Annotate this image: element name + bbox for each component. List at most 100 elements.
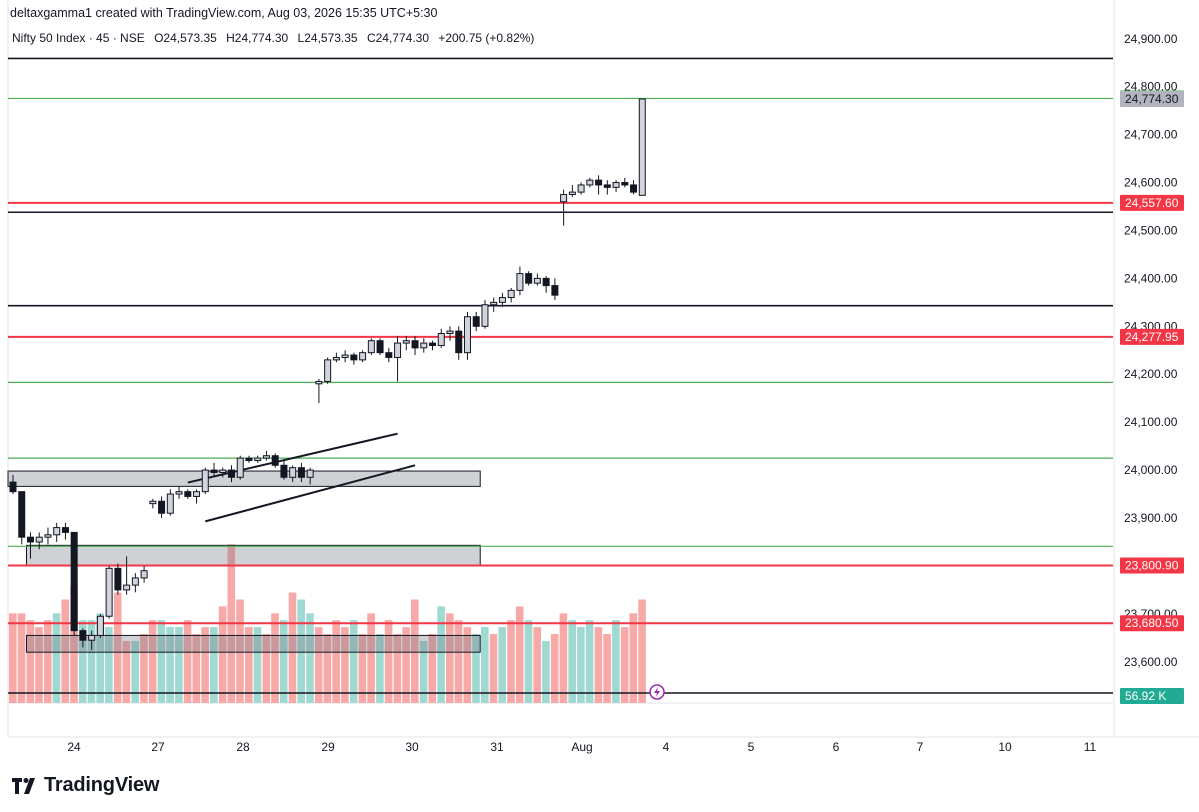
candle-body[interactable]: [175, 491, 183, 495]
candle-body[interactable]: [193, 491, 201, 497]
candle-body[interactable]: [507, 289, 515, 299]
candle-body[interactable]: [630, 184, 638, 193]
candle-body[interactable]: [61, 527, 69, 533]
candle-body[interactable]: [79, 630, 87, 641]
candle-body[interactable]: [359, 352, 367, 361]
trendline[interactable]: [187, 432, 398, 484]
candle-body[interactable]: [533, 277, 541, 284]
volume-bar: [489, 634, 498, 703]
candle-body[interactable]: [262, 455, 270, 459]
candle-body[interactable]: [18, 491, 26, 538]
candle-body[interactable]: [35, 536, 43, 543]
candle-body[interactable]: [568, 191, 576, 196]
candle-body[interactable]: [201, 469, 209, 493]
candle-body[interactable]: [315, 380, 323, 385]
candle-body[interactable]: [612, 182, 620, 188]
price-tag-red[interactable]: [1120, 194, 1184, 211]
candle-body[interactable]: [254, 457, 262, 462]
candle-body[interactable]: [429, 342, 437, 346]
candle-body[interactable]: [332, 356, 340, 361]
candle-body[interactable]: [236, 457, 244, 478]
x-axis-tick-label: 11: [1084, 740, 1097, 754]
volume-bar: [629, 613, 638, 703]
lightning-event-icon[interactable]: [649, 684, 665, 700]
zone-rectangle[interactable]: [25, 544, 481, 566]
candle-body[interactable]: [289, 467, 297, 478]
candle-body[interactable]: [70, 531, 78, 632]
x-axis-tick-label: Aug: [571, 740, 592, 754]
candle-body[interactable]: [26, 536, 34, 543]
candle-body[interactable]: [105, 567, 113, 617]
candle-body[interactable]: [595, 179, 603, 186]
candle-body[interactable]: [210, 469, 218, 473]
candle-body[interactable]: [324, 359, 332, 382]
candle-body[interactable]: [271, 455, 279, 466]
price-tag-volume[interactable]: [1120, 688, 1184, 704]
candle-body[interactable]: [306, 469, 314, 478]
candle-body[interactable]: [420, 342, 428, 349]
candle-body[interactable]: [297, 467, 305, 478]
candle-body[interactable]: [385, 352, 393, 358]
candle-body[interactable]: [184, 491, 192, 497]
candle-body[interactable]: [498, 297, 506, 303]
candle-body[interactable]: [437, 333, 445, 346]
candle-body[interactable]: [228, 469, 235, 478]
candle-body[interactable]: [621, 182, 629, 186]
candle-body[interactable]: [411, 340, 419, 349]
candle-body[interactable]: [158, 500, 166, 514]
candle-body[interactable]: [9, 481, 17, 493]
volume-bar: [87, 620, 96, 703]
candle-body[interactable]: [490, 301, 498, 306]
candle-body[interactable]: [516, 273, 524, 291]
candle-body[interactable]: [402, 340, 410, 344]
candle-body[interactable]: [472, 316, 480, 327]
candle-body[interactable]: [367, 340, 375, 354]
legend-symbol[interactable]: Nifty 50 Index · 45 · NSE: [12, 31, 145, 45]
price-tag-red[interactable]: [1120, 615, 1184, 632]
candle-body[interactable]: [455, 330, 463, 354]
price-tag-green[interactable]: [1120, 90, 1184, 107]
candle-body[interactable]: [140, 570, 148, 579]
price-tag-last[interactable]: [1120, 91, 1184, 108]
candle-body[interactable]: [53, 527, 61, 536]
tradingview-brand[interactable]: TradingView: [12, 774, 159, 797]
candle-body[interactable]: [280, 464, 288, 478]
candle-body[interactable]: [586, 179, 594, 186]
candle-body[interactable]: [245, 457, 253, 462]
candle-body[interactable]: [123, 584, 131, 591]
candle-body[interactable]: [463, 316, 471, 354]
trendline[interactable]: [205, 464, 416, 523]
candle-body[interactable]: [560, 194, 568, 203]
candle-body[interactable]: [376, 340, 384, 354]
x-axis-tick-label: 31: [490, 740, 504, 754]
candle-body[interactable]: [551, 285, 559, 296]
candle-body[interactable]: [542, 277, 550, 287]
candle-body[interactable]: [638, 98, 646, 196]
zone-rectangle[interactable]: [7, 470, 481, 487]
volume-bar: [542, 640, 550, 703]
candle-body[interactable]: [525, 273, 533, 284]
candle-body[interactable]: [44, 534, 52, 538]
candle-body[interactable]: [219, 469, 227, 473]
candle-body[interactable]: [446, 330, 454, 335]
y-axis-tick-label: 24,800.00: [1124, 80, 1178, 94]
zone-rectangle[interactable]: [25, 634, 481, 653]
price-tag-red[interactable]: [1120, 557, 1184, 574]
x-axis-tick-label: 24: [67, 740, 81, 754]
candle-body[interactable]: [96, 615, 104, 636]
candle-body[interactable]: [350, 354, 358, 361]
price-tag-red[interactable]: [1120, 328, 1184, 345]
candle-body[interactable]: [114, 567, 122, 591]
candle-body[interactable]: [577, 184, 585, 193]
candle-body[interactable]: [603, 184, 611, 188]
candle-body[interactable]: [149, 500, 157, 505]
volume-bar: [612, 620, 620, 703]
candle-body[interactable]: [88, 634, 96, 641]
candle-body[interactable]: [131, 577, 139, 586]
candle-body[interactable]: [341, 354, 349, 358]
candle-body[interactable]: [481, 304, 489, 327]
candle-body[interactable]: [166, 493, 174, 514]
candle-body[interactable]: [394, 342, 402, 358]
